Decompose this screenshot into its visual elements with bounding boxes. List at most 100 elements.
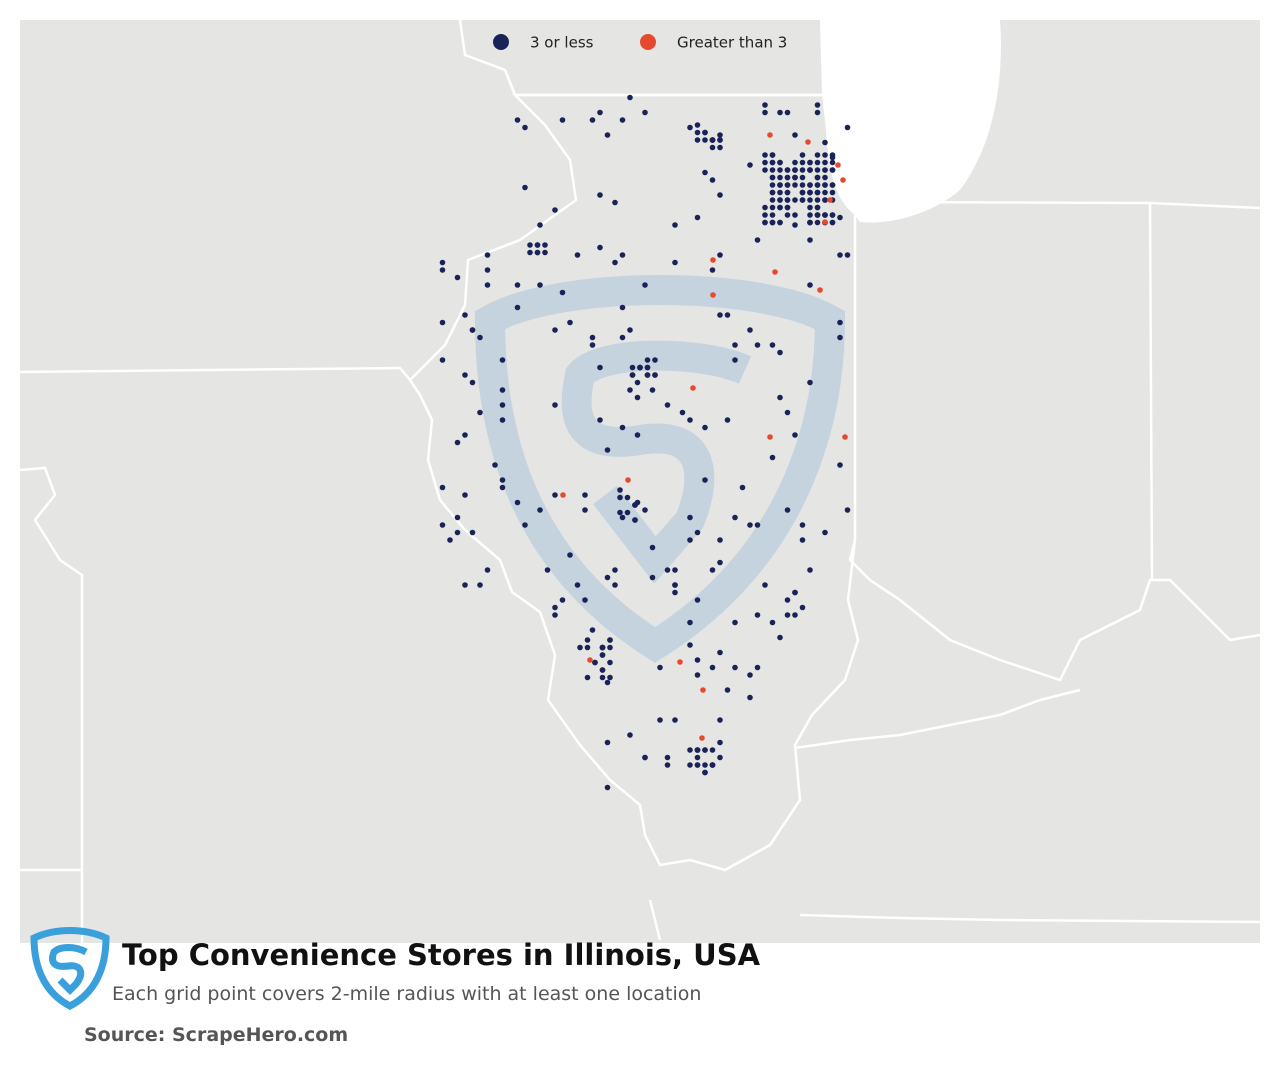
location-dot: [619, 514, 626, 521]
location-dot: [694, 597, 701, 603]
location-dot: [584, 644, 591, 651]
location-dot: [625, 477, 631, 483]
location-dot: [484, 252, 491, 258]
location-dot: [687, 514, 693, 521]
legend-label: Greater than 3: [677, 34, 787, 52]
location-dot: [617, 509, 623, 516]
location-dot: [754, 342, 761, 348]
location-dot: [762, 219, 768, 226]
location-dot: [560, 492, 566, 498]
location-dot: [477, 409, 483, 416]
location-dot: [599, 667, 606, 673]
location-dot: [822, 219, 828, 225]
location-dot: [634, 499, 641, 506]
location-dot: [439, 357, 446, 363]
location-dot: [607, 659, 613, 666]
location-dot: [642, 507, 648, 513]
location-dot: [844, 124, 851, 131]
location-dot: [484, 567, 491, 573]
location-dot: [814, 152, 821, 158]
location-dot: [619, 252, 626, 258]
location-dot: [814, 212, 821, 218]
location-dot: [807, 159, 813, 166]
location-dot: [589, 334, 596, 341]
location-dot: [784, 204, 791, 211]
location-dot: [642, 282, 648, 288]
location-dot: [542, 242, 548, 248]
location-dot: [767, 434, 773, 440]
location-dot: [792, 182, 798, 188]
location-dot: [792, 432, 798, 438]
location-dot: [559, 289, 566, 296]
location-dot: [687, 762, 693, 768]
location-dot: [454, 514, 461, 521]
location-dot: [772, 269, 778, 275]
location-dot: [700, 687, 706, 693]
location-dots: [439, 94, 851, 791]
location-dot: [784, 182, 791, 188]
location-dot: [807, 379, 813, 386]
location-dot: [747, 694, 753, 701]
location-dot: [439, 522, 446, 528]
location-dot: [799, 182, 806, 188]
location-dot: [567, 552, 573, 558]
location-dot: [829, 167, 836, 173]
location-dot: [599, 644, 606, 651]
location-dot: [784, 612, 791, 618]
location-dot: [687, 537, 693, 543]
location-dot: [747, 162, 753, 168]
location-dot: [709, 144, 716, 151]
location-dot: [694, 657, 701, 663]
location-dot: [814, 219, 821, 226]
location-dot: [814, 102, 821, 108]
location-dot: [822, 212, 828, 218]
location-dot: [632, 517, 638, 523]
location-dot: [822, 159, 828, 166]
location-dot: [717, 312, 723, 318]
location-dot: [769, 174, 776, 181]
location-dot: [842, 434, 848, 440]
location-dot: [762, 167, 768, 173]
location-dot: [652, 372, 658, 378]
location-dot: [747, 522, 753, 528]
location-dot: [814, 159, 821, 166]
location-dot: [617, 487, 623, 493]
location-dot: [807, 182, 813, 188]
location-dot: [784, 597, 791, 603]
source: Source: ScrapeHero.com: [84, 1024, 349, 1046]
location-dot: [642, 754, 648, 761]
location-dot: [829, 159, 836, 166]
location-dot: [732, 342, 738, 348]
location-dot: [754, 664, 761, 671]
location-dot: [522, 522, 528, 528]
location-dot: [619, 424, 626, 431]
location-dot: [552, 402, 558, 408]
location-dot: [649, 574, 656, 581]
location-dot: [577, 644, 583, 651]
location-dot: [807, 282, 813, 288]
location-dot: [792, 132, 798, 138]
location-dot: [462, 432, 468, 438]
location-dot: [702, 129, 708, 136]
location-dot: [637, 364, 643, 371]
location-dot: [492, 462, 498, 468]
location-dot: [799, 197, 806, 203]
location-dot: [687, 417, 693, 423]
location-dot: [732, 664, 738, 671]
location-dot: [439, 267, 446, 273]
location-dot: [607, 637, 613, 643]
location-dot: [634, 379, 641, 386]
location-dot: [814, 167, 821, 173]
location-dot: [799, 522, 806, 528]
location-dot: [624, 494, 631, 501]
location-dot: [534, 249, 541, 256]
location-dot: [597, 244, 603, 251]
location-dot: [694, 762, 701, 768]
location-dot: [784, 409, 791, 416]
location-dot: [799, 537, 806, 543]
location-dot: [702, 747, 708, 753]
location-dot: [589, 627, 596, 633]
location-dot: [769, 454, 776, 461]
location-dot: [542, 249, 548, 256]
